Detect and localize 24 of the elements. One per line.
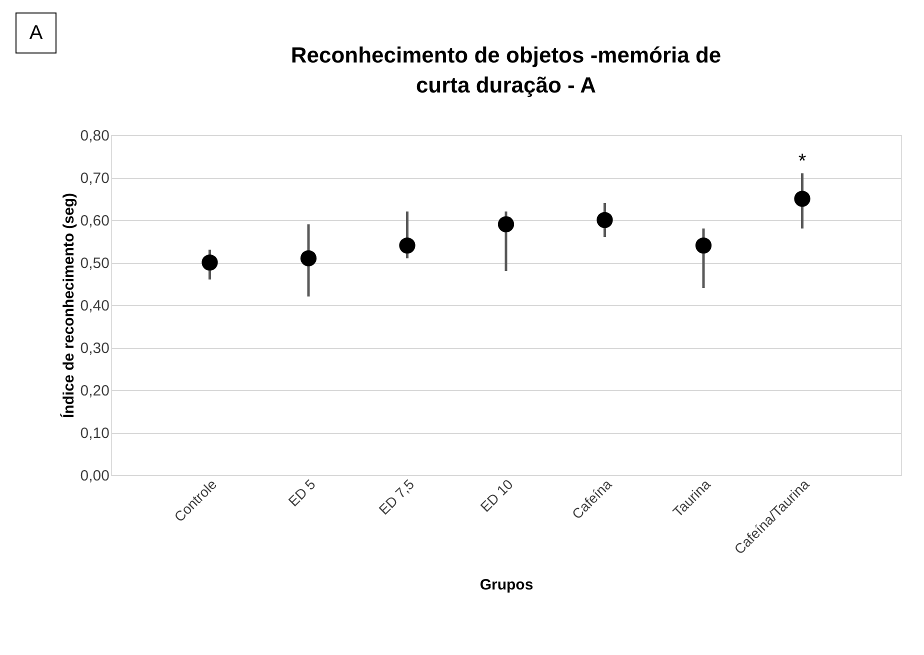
- annotation: *: [798, 150, 806, 172]
- y-tick-label: 0,20: [80, 382, 110, 400]
- point: [794, 190, 810, 207]
- point: [202, 254, 218, 271]
- y-tick-label: 0,00: [80, 468, 110, 484]
- point: [300, 250, 317, 266]
- y-tick-label: 0,10: [80, 425, 110, 442]
- x-axis-title: Grupos: [480, 576, 534, 594]
- point: [695, 237, 712, 254]
- y-tick-label: 0,40: [80, 298, 110, 314]
- y-tick-label: 0,60: [80, 212, 110, 230]
- text: A: [29, 22, 44, 44]
- point: [498, 216, 514, 232]
- x-tick-label: ED 7,5: [376, 476, 418, 518]
- y-tick-label: 0,30: [80, 340, 110, 357]
- point: [399, 237, 416, 254]
- y-tick-label: 0,50: [80, 255, 110, 272]
- x-tick-label: ED 5: [285, 476, 319, 510]
- y-tick-label: 0,80: [80, 128, 110, 144]
- chart-title: Reconhecimento de objetos -memória de curta duração - A: [290, 42, 722, 98]
- point: [596, 212, 613, 228]
- x-tick-label: ED 10: [477, 476, 516, 515]
- y-axis-title: Índice de reconhecimento (seg): [59, 192, 78, 418]
- y-tick-label: 0,70: [80, 170, 110, 187]
